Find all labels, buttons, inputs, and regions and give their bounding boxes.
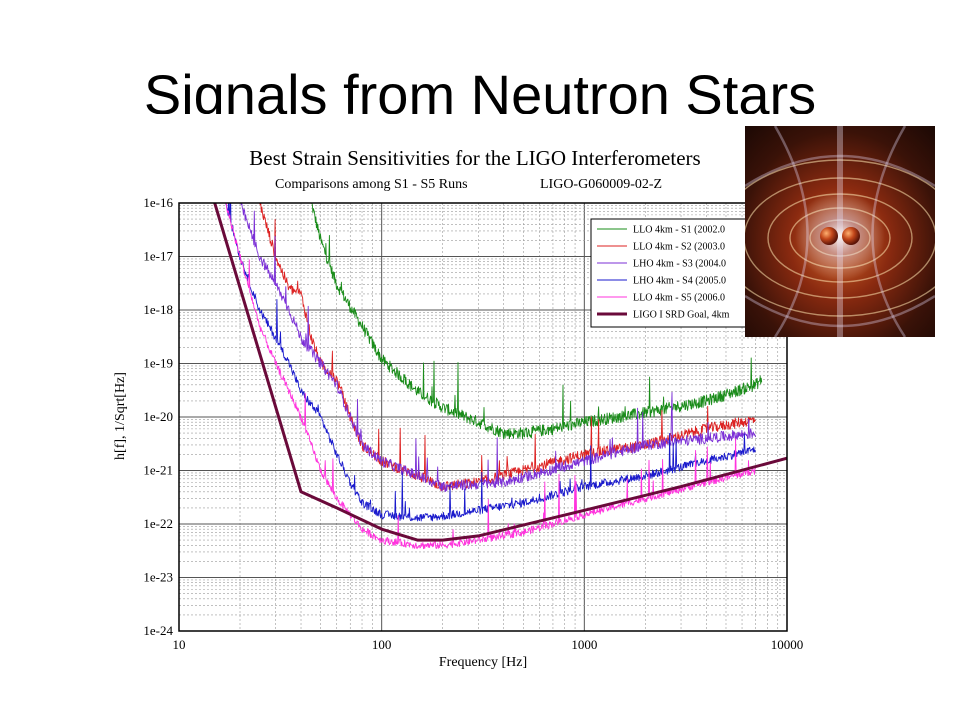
y-tick-label: 1e-16 bbox=[143, 195, 173, 210]
series-lines bbox=[213, 203, 787, 550]
y-tick-label: 1e-21 bbox=[143, 463, 173, 478]
chart-title: Best Strain Sensitivities for the LIGO I… bbox=[249, 146, 700, 170]
x-axis-label: Frequency [Hz] bbox=[439, 655, 527, 670]
x-tick-label: 10000 bbox=[771, 637, 804, 652]
legend-entry: LLO 4km - S2 (2003.0 bbox=[633, 242, 725, 253]
legend-entry: LHO 4km - S4 (2005.0 bbox=[633, 276, 726, 287]
legend-entry: LIGO I SRD Goal, 4km bbox=[633, 310, 730, 321]
y-axis-label: h[f], 1/Sqrt[Hz] bbox=[113, 372, 128, 460]
y-tick-label: 1e-22 bbox=[143, 516, 173, 531]
y-tick-label: 1e-17 bbox=[143, 249, 173, 264]
legend-entry: LLO 4km - S1 (2002.0 bbox=[633, 225, 725, 236]
y-tick-label: 1e-24 bbox=[143, 623, 173, 638]
series-line-6 bbox=[213, 203, 787, 542]
slide-title: Signals from Neutron Stars bbox=[143, 63, 817, 114]
series-group bbox=[213, 203, 787, 550]
plot-frame bbox=[178, 202, 788, 632]
x-tick-label: 100 bbox=[372, 637, 392, 652]
grid bbox=[179, 203, 787, 631]
y-tick-label: 1e-19 bbox=[143, 356, 173, 371]
chart-subtitle-left: Comparisons among S1 - S5 Runs bbox=[275, 177, 468, 192]
x-tick-label: 10 bbox=[173, 637, 186, 652]
chart-subtitle-right: LIGO-G060009-02-Z bbox=[540, 177, 662, 192]
y-tick-label: 1e-18 bbox=[143, 302, 173, 317]
series-line-4 bbox=[225, 203, 757, 522]
y-tick-label: 1e-20 bbox=[143, 409, 173, 424]
legend-entry: LHO 4km - S3 (2004.0 bbox=[633, 259, 726, 270]
neutron-star-binary-icon bbox=[745, 126, 935, 337]
tick-labels: 10 100 1000 10000 1e-16 1e-17 1e-18 1e-19 1e-20 1… bbox=[143, 195, 803, 652]
series-line-1 bbox=[311, 203, 763, 440]
legend-entry: LLO 4km - S5 (2006.0 bbox=[633, 293, 725, 304]
y-tick-label: 1e-23 bbox=[143, 570, 173, 585]
series-line-5 bbox=[225, 203, 756, 550]
x-tick-label: 1000 bbox=[571, 637, 597, 652]
neutron-star-image bbox=[745, 126, 935, 337]
